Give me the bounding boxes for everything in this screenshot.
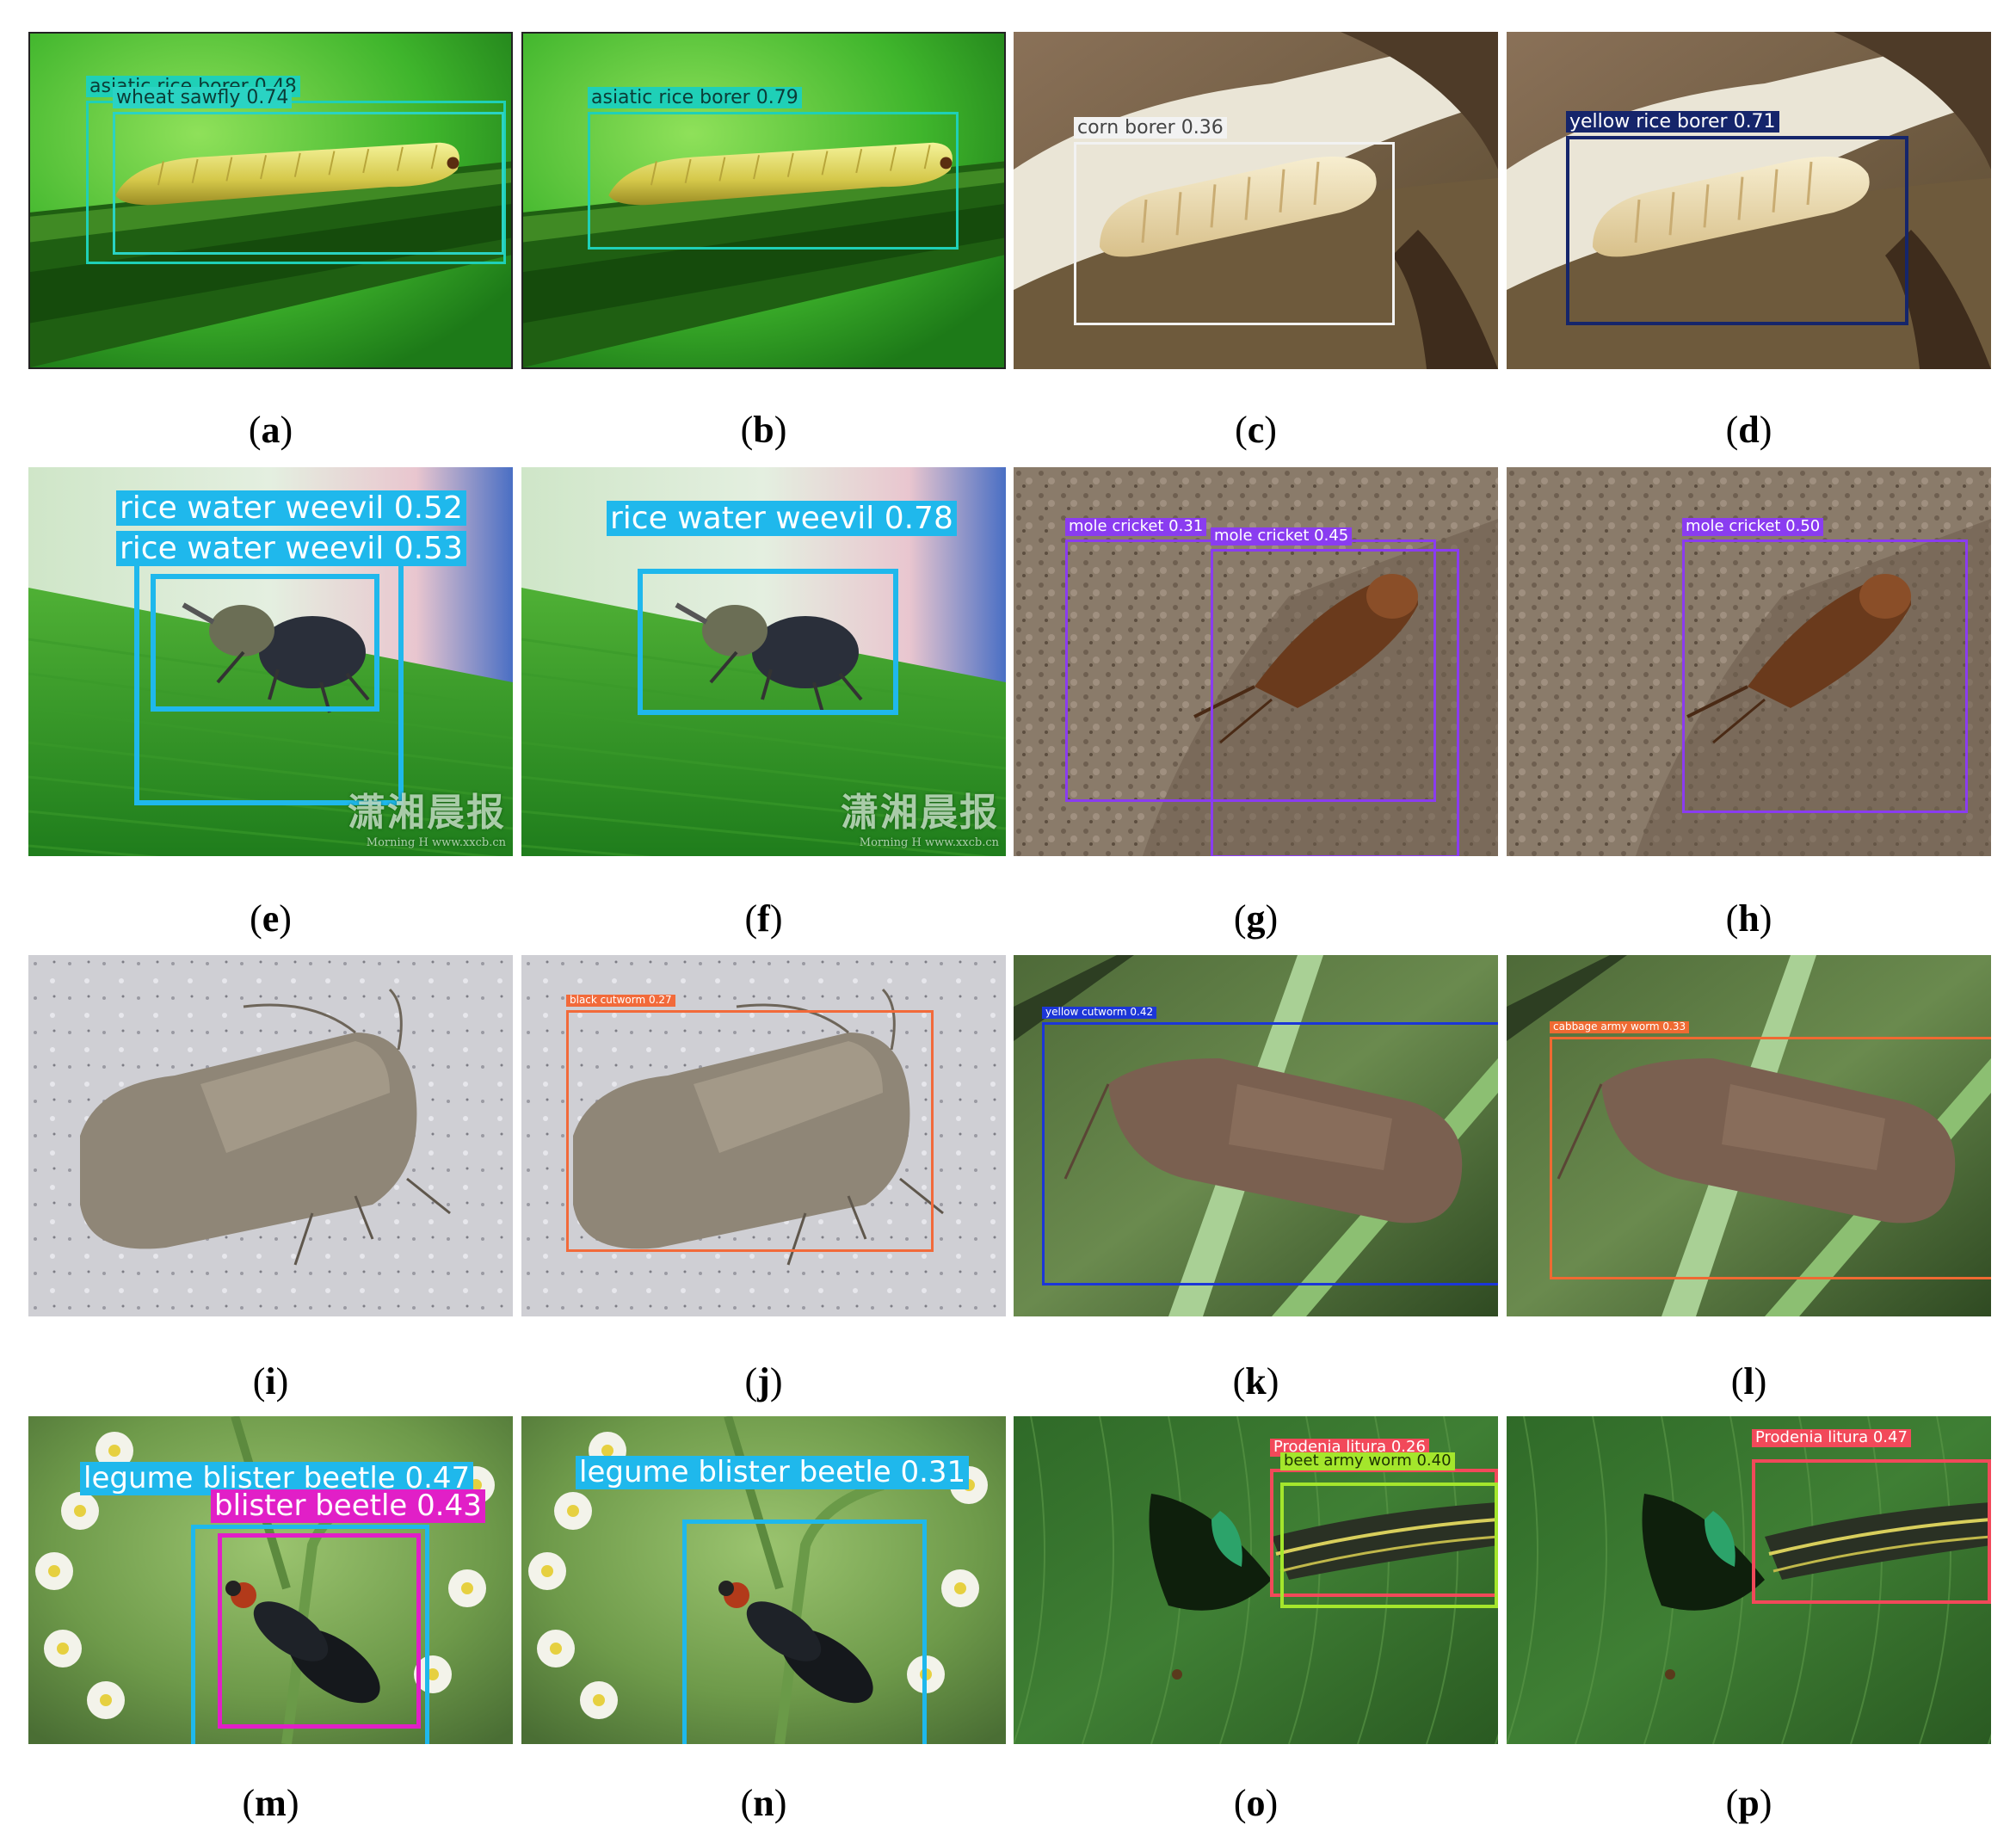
panel-b: asiatic rice borer 0.79 — [521, 32, 1006, 369]
detection-label: mole cricket 0.31 — [1065, 517, 1207, 536]
panel-caption: (h) — [1725, 897, 1772, 940]
detection-label: yellow rice borer 0.71 — [1566, 111, 1779, 133]
detection-label: mole cricket 0.45 — [1211, 527, 1353, 546]
panel-p: Prodenia litura 0.47 — [1507, 1416, 1991, 1744]
panel-g: mole cricket 0.31 mole cricket 0.45 — [1014, 467, 1498, 856]
detection-box — [1211, 549, 1459, 856]
insect-photo — [28, 955, 513, 1316]
detection-box — [566, 1010, 934, 1252]
panel-o: Prodenia litura 0.26 beet army worm 0.40 — [1014, 1416, 1498, 1744]
panel-caption: (i) — [252, 1360, 289, 1402]
panel-i — [28, 955, 513, 1316]
panel-caption: (e) — [250, 897, 292, 940]
detection-label: rice water weevil 0.52 — [116, 490, 466, 527]
panel-e: rice water weevil 0.53 rice water weevil … — [28, 467, 513, 856]
detection-label: corn borer 0.36 — [1074, 117, 1227, 139]
panel-caption: (a) — [248, 409, 293, 451]
detection-label: beet army worm 0.40 — [1280, 1452, 1455, 1470]
detection-box — [588, 112, 959, 250]
detection-box — [1566, 136, 1908, 325]
detection-box — [113, 112, 504, 255]
insect-photo — [1507, 1416, 1991, 1744]
panel-n: legume blister beetle 0.31 — [521, 1416, 1006, 1744]
detection-box — [218, 1533, 421, 1729]
panel-caption: (d) — [1725, 409, 1772, 451]
insect-photo — [1507, 955, 1991, 1316]
panel-caption: (k) — [1232, 1360, 1279, 1402]
detection-box — [1752, 1459, 1991, 1604]
detection-box — [1550, 1037, 1991, 1279]
panel-caption: (c) — [1235, 409, 1277, 451]
detection-label: Prodenia litura 0.47 — [1752, 1428, 1911, 1447]
detection-label: rice water weevil 0.53 — [116, 531, 466, 567]
watermark-logo: 潇湘晨报 Morning H www.xxcb.cn — [841, 791, 999, 849]
insect-photo — [1014, 32, 1498, 369]
panel-caption: (p) — [1725, 1782, 1772, 1824]
watermark-logo: 潇湘晨报 Morning H www.xxcb.cn — [348, 791, 506, 849]
detection-box — [86, 101, 506, 264]
insect-photo — [1507, 32, 1991, 369]
detection-box — [1280, 1483, 1498, 1608]
detection-label: asiatic rice borer 0.79 — [588, 87, 802, 109]
detection-label: black cutworm 0.27 — [566, 994, 675, 1007]
detection-label: rice water weevil 0.78 — [607, 501, 957, 537]
panel-caption: (g) — [1233, 897, 1279, 940]
detection-label: Prodenia litura 0.26 — [1270, 1438, 1429, 1457]
insect-photo — [1507, 467, 1991, 856]
detection-box — [1682, 539, 1968, 813]
detection-box — [191, 1525, 429, 1744]
panel-caption: (f) — [744, 897, 783, 940]
panel-c: corn borer 0.36 — [1014, 32, 1498, 369]
panel-caption: (m) — [242, 1782, 299, 1824]
detection-box — [151, 574, 379, 712]
panel-caption: (j) — [744, 1360, 783, 1402]
panel-f: rice water weevil 0.78 潇湘晨报 Morning H www.… — [521, 467, 1006, 856]
detection-label: mole cricket 0.50 — [1682, 517, 1824, 536]
detection-label: legume blister beetle 0.31 — [576, 1455, 970, 1490]
panel-d: yellow rice borer 0.71 — [1507, 32, 1991, 369]
detection-box — [638, 569, 898, 715]
detection-label: yellow cutworm 0.42 — [1042, 1006, 1157, 1019]
detection-label: blister beetle 0.43 — [211, 1489, 485, 1524]
panel-k: yellow cutworm 0.42 — [1014, 955, 1498, 1316]
detection-label: wheat sawfly 0.74 — [113, 87, 293, 109]
detection-box — [1074, 142, 1395, 325]
detection-box — [682, 1520, 927, 1744]
panel-h: mole cricket 0.50 — [1507, 467, 1991, 856]
panel-caption: (n) — [740, 1782, 787, 1824]
detection-box — [1042, 1022, 1498, 1285]
panel-caption: (b) — [740, 409, 787, 451]
panel-a: asiatic rice borer 0.48wheat sawfly 0.74 — [28, 32, 513, 369]
panel-m: legume blister beetle 0.47 blister beetle… — [28, 1416, 513, 1744]
insect-photo — [521, 955, 1006, 1316]
detection-label: cabbage army worm 0.33 — [1550, 1020, 1690, 1033]
panel-j: black cutworm 0.27 — [521, 955, 1006, 1316]
panel-caption: (l) — [1730, 1360, 1767, 1402]
panel-caption: (o) — [1233, 1782, 1279, 1824]
panel-l: cabbage army worm 0.33 — [1507, 955, 1991, 1316]
insect-photo — [1014, 955, 1498, 1316]
